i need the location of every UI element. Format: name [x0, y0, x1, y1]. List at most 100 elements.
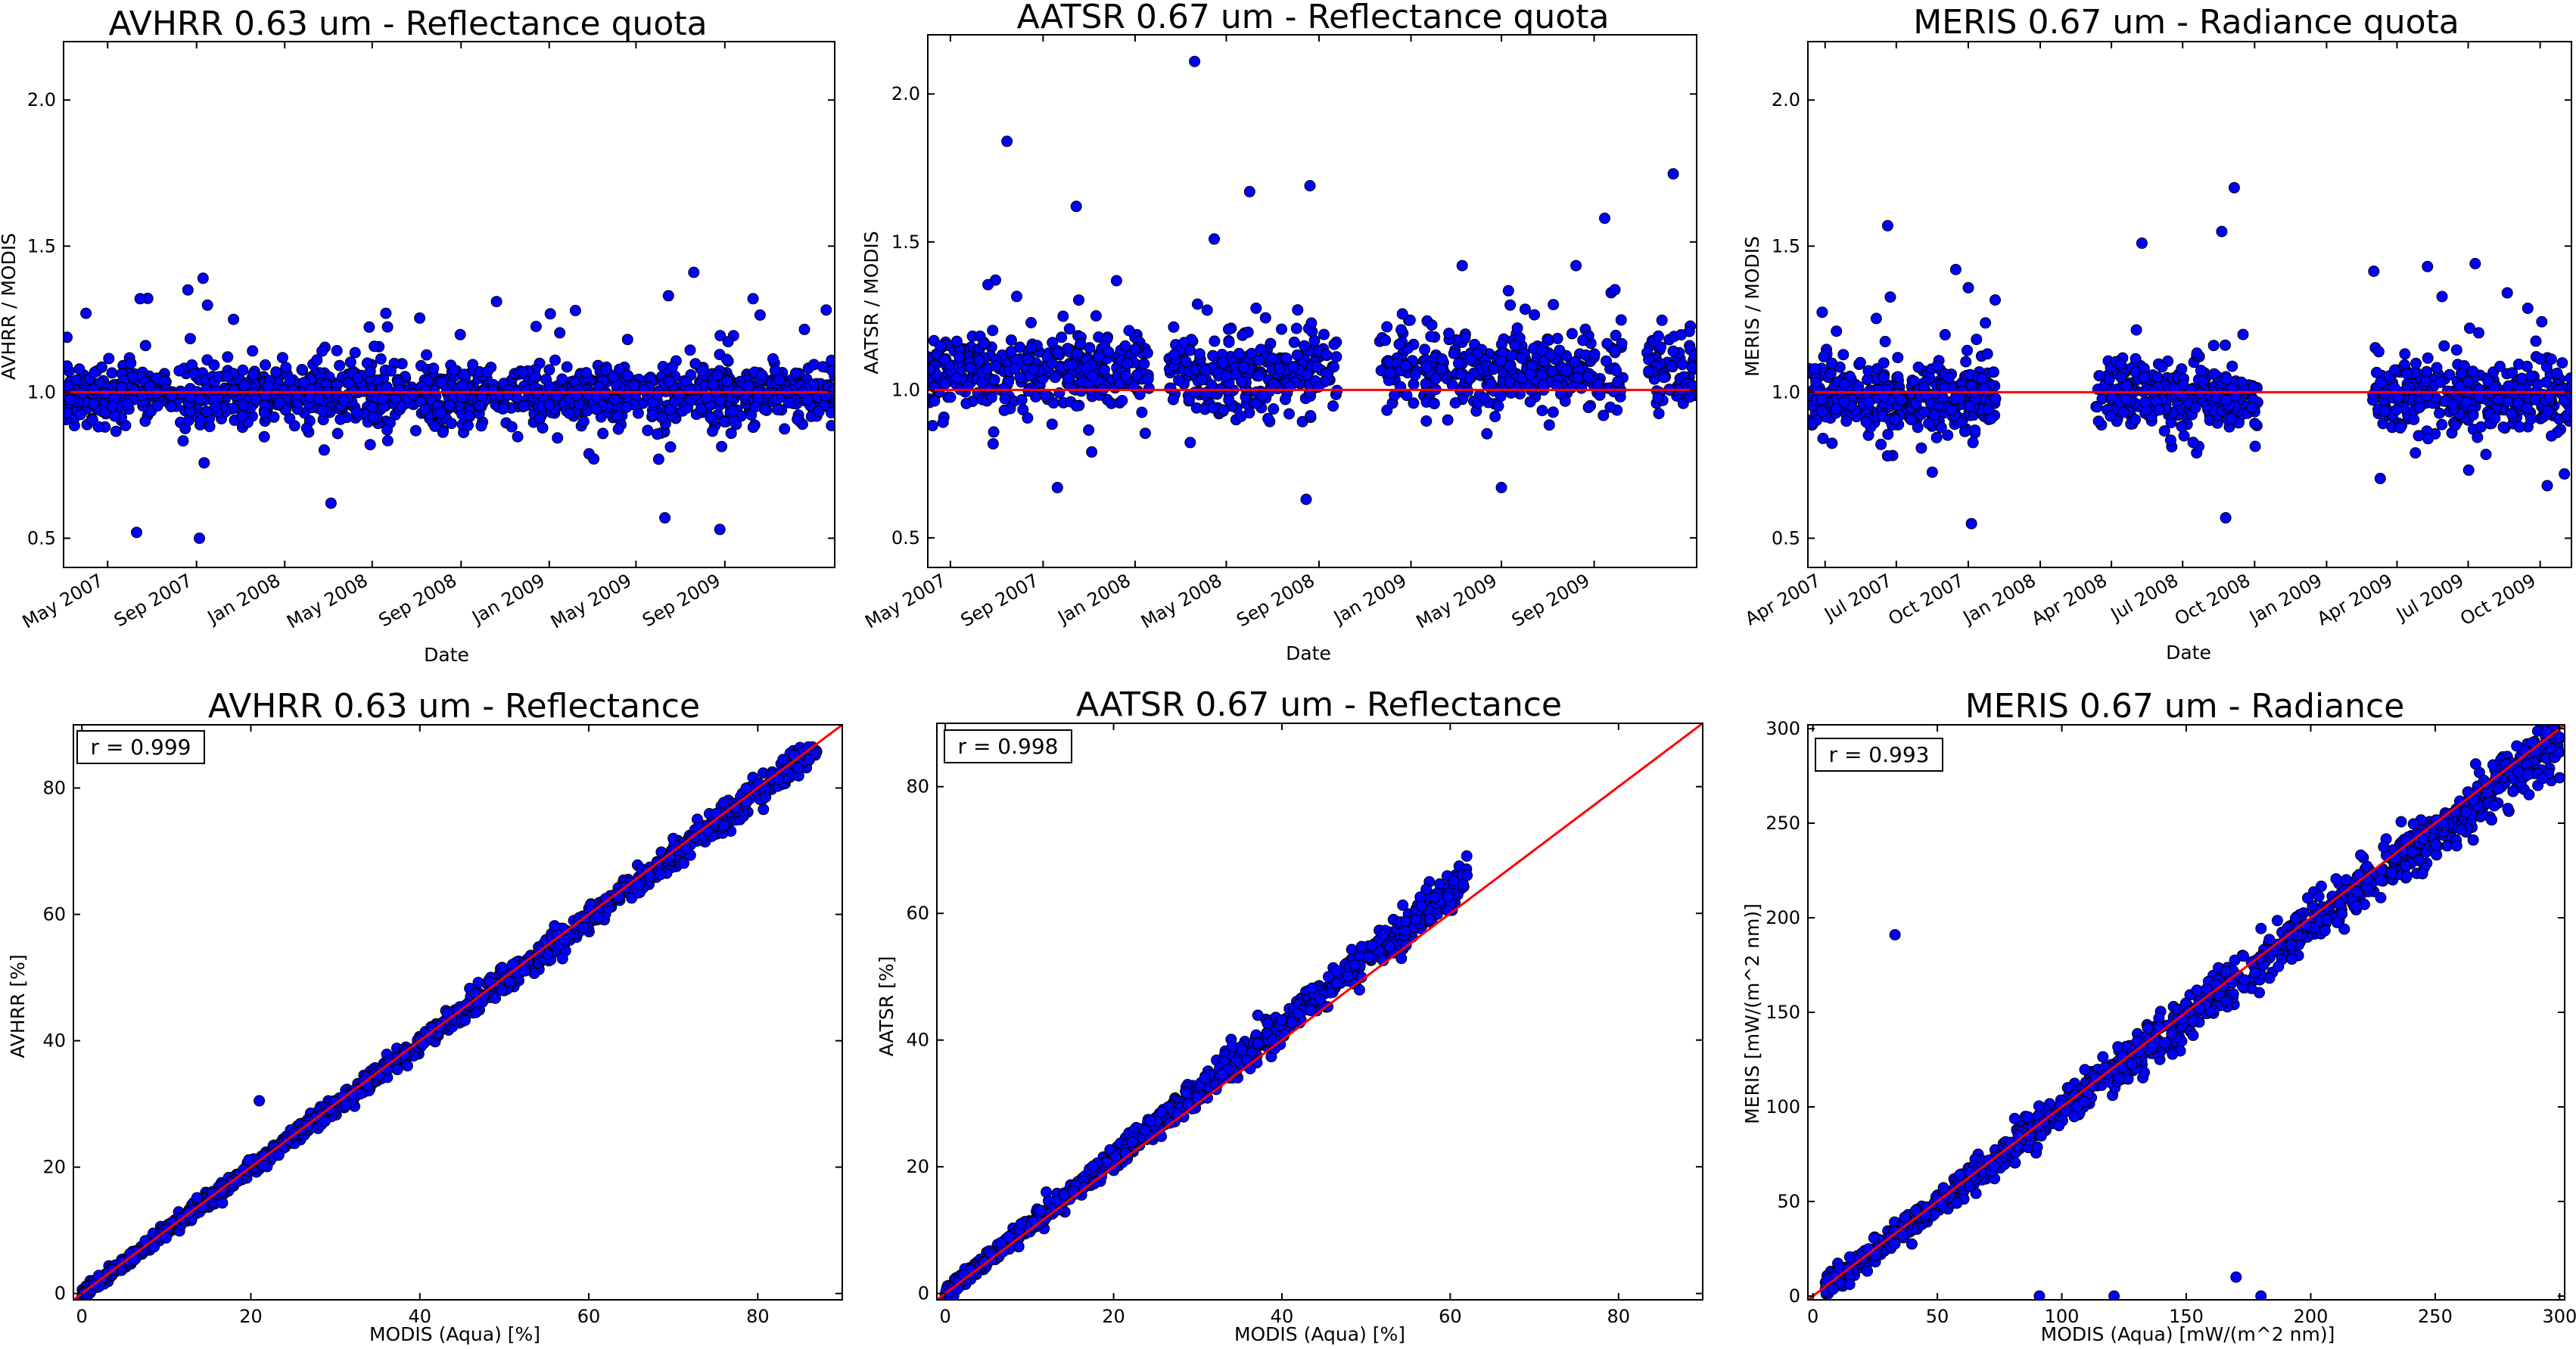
data-point — [2248, 381, 2260, 393]
data-point — [1971, 334, 1983, 346]
data-point — [1860, 416, 1872, 428]
data-point — [2422, 352, 2434, 364]
data-point — [503, 976, 515, 988]
data-point — [1057, 310, 1069, 322]
data-point — [517, 366, 529, 378]
data-point — [652, 428, 664, 440]
data-point — [222, 351, 234, 363]
data-point — [1193, 348, 1206, 360]
data-point — [419, 403, 431, 415]
data-point — [590, 403, 602, 415]
data-point — [398, 1049, 410, 1061]
data-point — [434, 407, 446, 419]
y-tick-label: 2.0 — [1772, 89, 1800, 110]
data-point — [280, 362, 292, 374]
data-point — [689, 358, 702, 370]
data-point — [990, 360, 1002, 372]
y-tick-label: 1.5 — [891, 232, 920, 253]
data-point — [707, 378, 719, 390]
data-point — [1576, 382, 1588, 394]
x-tick-label: 0 — [76, 1306, 88, 1327]
data-point — [1443, 328, 1455, 340]
data-point — [1926, 466, 1938, 478]
data-point — [276, 352, 288, 364]
data-point — [2467, 409, 2479, 421]
data-point — [421, 349, 433, 361]
data-point — [1570, 260, 1582, 272]
data-point — [1142, 373, 1154, 385]
data-point — [1949, 263, 1962, 275]
data-point — [1237, 361, 1249, 373]
data-point — [506, 421, 518, 433]
data-point — [954, 351, 966, 363]
data-point — [454, 328, 466, 340]
data-point — [1436, 353, 1448, 365]
data-point — [2220, 511, 2232, 524]
data-point — [2502, 396, 2514, 408]
data-point — [987, 438, 999, 450]
data-point — [577, 415, 590, 427]
data-point — [1280, 393, 1291, 406]
data-point — [350, 406, 362, 418]
data-point — [662, 290, 674, 302]
data-point — [1524, 368, 1536, 381]
data-point — [475, 420, 487, 432]
data-point — [711, 369, 723, 381]
data-point — [1559, 395, 1571, 407]
x-tick-label: May 2008 — [1137, 570, 1225, 633]
data-point — [652, 453, 664, 465]
data-point — [1656, 314, 1668, 326]
data-point — [1963, 400, 1975, 412]
plot-frame — [73, 724, 843, 1301]
y-axis-label: AATSR / MODIS — [860, 231, 882, 375]
x-tick-label: Sep 2008 — [1233, 570, 1318, 631]
data-point — [2220, 394, 2232, 406]
data-point — [659, 511, 671, 524]
data-point — [1895, 394, 1907, 406]
data-point — [1504, 299, 1517, 311]
data-point — [1196, 374, 1208, 386]
data-point — [215, 1186, 227, 1198]
data-point — [148, 1241, 160, 1253]
data-point — [1826, 437, 1838, 449]
data-point — [472, 977, 484, 989]
data-point — [612, 423, 624, 435]
data-point — [1025, 317, 1037, 328]
data-point — [1409, 369, 1421, 381]
data-point — [2462, 375, 2474, 387]
data-point — [1881, 450, 1893, 462]
data-point — [1425, 331, 1437, 343]
data-point — [2521, 402, 2533, 414]
x-tick-label: May 2007 — [19, 570, 107, 633]
data-point — [1017, 403, 1029, 415]
data-point — [1816, 406, 1828, 418]
y-axis-label: MERIS / MODIS — [1741, 236, 1763, 377]
data-point — [334, 359, 346, 371]
data-point — [1063, 323, 1075, 335]
data-point — [580, 367, 593, 379]
plot-frame — [1807, 41, 2572, 568]
data-point — [473, 399, 485, 412]
data-point — [1408, 397, 1420, 409]
data-point — [446, 418, 457, 430]
data-point — [1168, 321, 1180, 333]
data-point — [1046, 418, 1058, 430]
correlation-label: r = 0.999 — [91, 735, 191, 760]
data-point — [1543, 419, 1555, 431]
data-point — [2536, 315, 2548, 328]
data-point — [393, 384, 405, 396]
data-point — [1495, 355, 1507, 367]
data-point — [1524, 396, 1536, 408]
data-point — [177, 435, 189, 447]
data-point — [633, 879, 645, 891]
data-point — [1610, 329, 1622, 341]
data-point — [1808, 417, 1818, 429]
data-point — [2120, 393, 2133, 406]
data-point — [2541, 480, 2553, 492]
data-point — [1892, 352, 1904, 364]
data-point — [777, 754, 789, 766]
panel-meris-quota: MERIS 0.67 um - Radiance quota Apr 2007J… — [1741, 3, 2572, 664]
data-point — [1384, 367, 1396, 379]
data-point — [201, 299, 213, 311]
data-point — [621, 401, 633, 413]
